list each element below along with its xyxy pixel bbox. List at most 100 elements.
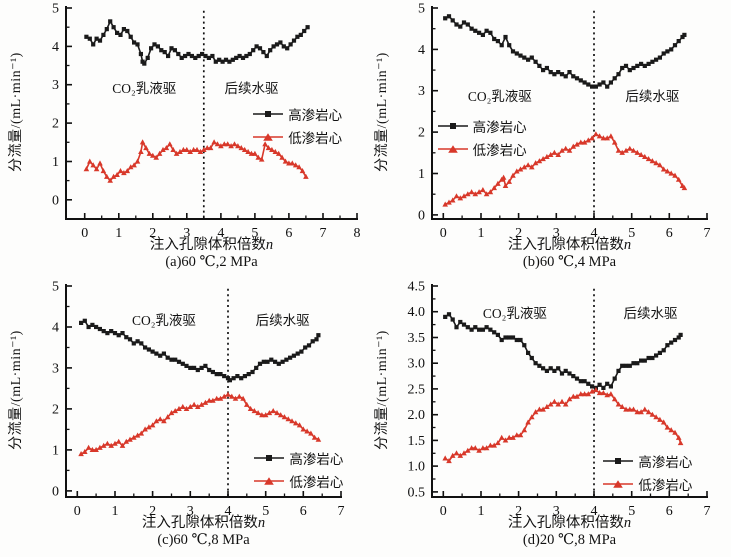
legend-square-marker-icon: [603, 457, 634, 464]
svg-text:4: 4: [591, 226, 598, 241]
x-axis-label: 注入孔隙体积倍数n: [508, 511, 631, 532]
svg-text:0: 0: [81, 226, 88, 241]
svg-text:0: 0: [418, 208, 425, 223]
svg-text:1: 1: [52, 155, 59, 170]
region-label-subsequent-water-flooding: 后续水驱: [625, 88, 680, 104]
svg-text:0: 0: [74, 504, 81, 519]
legend-item-high-perm-core: 高渗岩心: [254, 448, 343, 468]
legend-label-high-perm: 高渗岩心: [638, 454, 693, 470]
svg-text:3: 3: [553, 226, 560, 241]
svg-text:1: 1: [478, 226, 485, 241]
svg-text:7: 7: [704, 504, 711, 519]
y-axis-label: 分流量/(mL·min⁻¹): [375, 330, 390, 450]
svg-text:5: 5: [418, 2, 425, 17]
legend-triangle-marker-icon: [253, 133, 284, 141]
svg-text:1: 1: [112, 504, 119, 519]
svg-text:5: 5: [52, 280, 59, 295]
svg-text:6: 6: [666, 226, 673, 241]
x-axis-label-variable: n: [257, 515, 266, 531]
legend-square-marker-icon: [254, 454, 285, 461]
svg-text:8: 8: [354, 226, 361, 241]
svg-text:2: 2: [149, 226, 156, 241]
legend: 高渗岩心 低渗岩心: [437, 116, 527, 159]
svg-text:1.5: 1.5: [408, 434, 426, 449]
svg-text:2: 2: [515, 504, 522, 519]
legend-label-high-perm: 高渗岩心: [288, 107, 343, 123]
svg-text:3: 3: [52, 78, 59, 93]
svg-text:3: 3: [553, 504, 560, 519]
legend-item-high-perm-core: 高渗岩心: [437, 116, 527, 136]
plot-area-b: 0 1 2 3 4 5 6 7 0 1 2 3 4 5: [418, 2, 711, 242]
region-label-subsequent-water-flooding: 后续水驱: [224, 80, 279, 96]
subplot-caption-b: (b)60 ℃,4 MPa: [522, 254, 617, 270]
svg-text:1: 1: [418, 167, 425, 182]
svg-text:4.0: 4.0: [408, 305, 426, 320]
svg-text:2: 2: [515, 226, 522, 241]
legend-triangle-marker-icon: [603, 479, 634, 488]
legend-label-low-perm: 低渗岩心: [638, 477, 693, 493]
svg-text:1: 1: [52, 443, 59, 458]
svg-text:4: 4: [52, 40, 59, 55]
svg-text:1: 1: [115, 226, 122, 241]
svg-text:3: 3: [418, 84, 425, 99]
svg-text:2: 2: [52, 117, 59, 132]
svg-text:7: 7: [338, 504, 345, 519]
svg-text:4: 4: [591, 504, 598, 519]
y-axis-label: 分流量/(mL·min⁻¹): [9, 52, 24, 172]
legend-item-low-perm-core: 低渗岩心: [437, 139, 527, 159]
svg-text:4: 4: [217, 226, 224, 241]
subplot-c: 0 1 2 3 4 5 6 7 0 1 2 3 4 5 分流量/(mL·min⁻¹) CO₂乳液驱 后续水…: [0, 278, 366, 557]
region-label-subsequent-water-flooding: 后续水驱: [623, 305, 678, 321]
region-label-subsequent-water-flooding: 后续水驱: [255, 312, 310, 328]
svg-text:5: 5: [52, 2, 59, 17]
svg-text:5: 5: [628, 504, 635, 519]
region-label-co2-emulsion-flooding: CO₂乳液驱: [131, 312, 196, 328]
svg-text:7: 7: [320, 226, 327, 241]
legend-item-low-perm-core: 低渗岩心: [254, 471, 343, 491]
plot-area-d: 0 1 2 3 4 5 6 7 0.5 1.0 1.5 2.0 2.5 3.0 3.5 4.0 4.5: [408, 280, 711, 520]
legend-square-marker-icon: [253, 110, 284, 117]
legend-item-low-perm-core: 低渗岩心: [603, 474, 692, 494]
subplot-b: 0 1 2 3 4 5 6 7 0 1 2 3 4 5 分流量/(mL·min⁻¹) CO₂乳液驱 后续水…: [366, 0, 731, 279]
legend-label-low-perm: 低渗岩心: [472, 142, 527, 158]
legend-label-low-perm: 低渗岩心: [289, 474, 344, 490]
svg-text:4: 4: [225, 504, 232, 519]
subplot-caption-a: (a)60 ℃,2 MPa: [165, 254, 258, 270]
region-label-co2-emulsion-flooding: CO₂乳液驱: [467, 88, 532, 104]
y-axis-label: 分流量/(mL·min⁻¹): [9, 330, 24, 450]
region-label-co2-emulsion-flooding: CO₂乳液驱: [112, 80, 177, 96]
legend-item-high-perm-core: 高渗岩心: [603, 451, 692, 471]
x-axis-label: 注入孔隙体积倍数n: [150, 233, 273, 254]
legend-triangle-marker-icon: [254, 477, 285, 485]
svg-text:0: 0: [440, 504, 447, 519]
x-axis-label: 注入孔隙体积倍数n: [508, 233, 631, 254]
svg-text:5: 5: [262, 504, 269, 519]
svg-text:0: 0: [440, 226, 447, 241]
plot-area-a: 0 1 2 3 4 5 6 7 8 0 1 2 3 4 5: [52, 2, 361, 242]
x-axis-label-variable: n: [623, 515, 632, 531]
svg-text:4.5: 4.5: [408, 280, 426, 295]
svg-text:1: 1: [478, 504, 485, 519]
svg-text:0.5: 0.5: [408, 485, 426, 500]
svg-text:0: 0: [52, 484, 59, 499]
legend-item-low-perm-core: 低渗岩心: [253, 127, 342, 147]
svg-text:6: 6: [300, 504, 307, 519]
legend: 高渗岩心 低渗岩心: [253, 104, 342, 147]
svg-text:3: 3: [183, 226, 190, 241]
svg-text:2: 2: [52, 402, 59, 417]
svg-text:0: 0: [52, 193, 59, 208]
legend-square-marker-icon: [437, 122, 468, 129]
subplot-caption-c: (c)60 ℃,8 MPa: [157, 532, 250, 548]
plot-area-c: 0 1 2 3 4 5 6 7 0 1 2 3 4 5: [52, 280, 345, 520]
subplot-caption-d: (d)20 ℃,8 MPa: [522, 532, 617, 548]
legend-triangle-marker-icon: [437, 144, 468, 153]
svg-text:6: 6: [666, 504, 673, 519]
svg-text:2.0: 2.0: [408, 408, 426, 423]
y-axis-label: 分流量/(mL·min⁻¹): [375, 52, 390, 172]
svg-text:5: 5: [251, 226, 258, 241]
svg-text:4: 4: [52, 321, 59, 336]
x-axis-label-text: 注入孔隙体积倍数: [507, 237, 624, 253]
svg-text:3.0: 3.0: [408, 357, 426, 372]
svg-text:4: 4: [418, 43, 425, 58]
